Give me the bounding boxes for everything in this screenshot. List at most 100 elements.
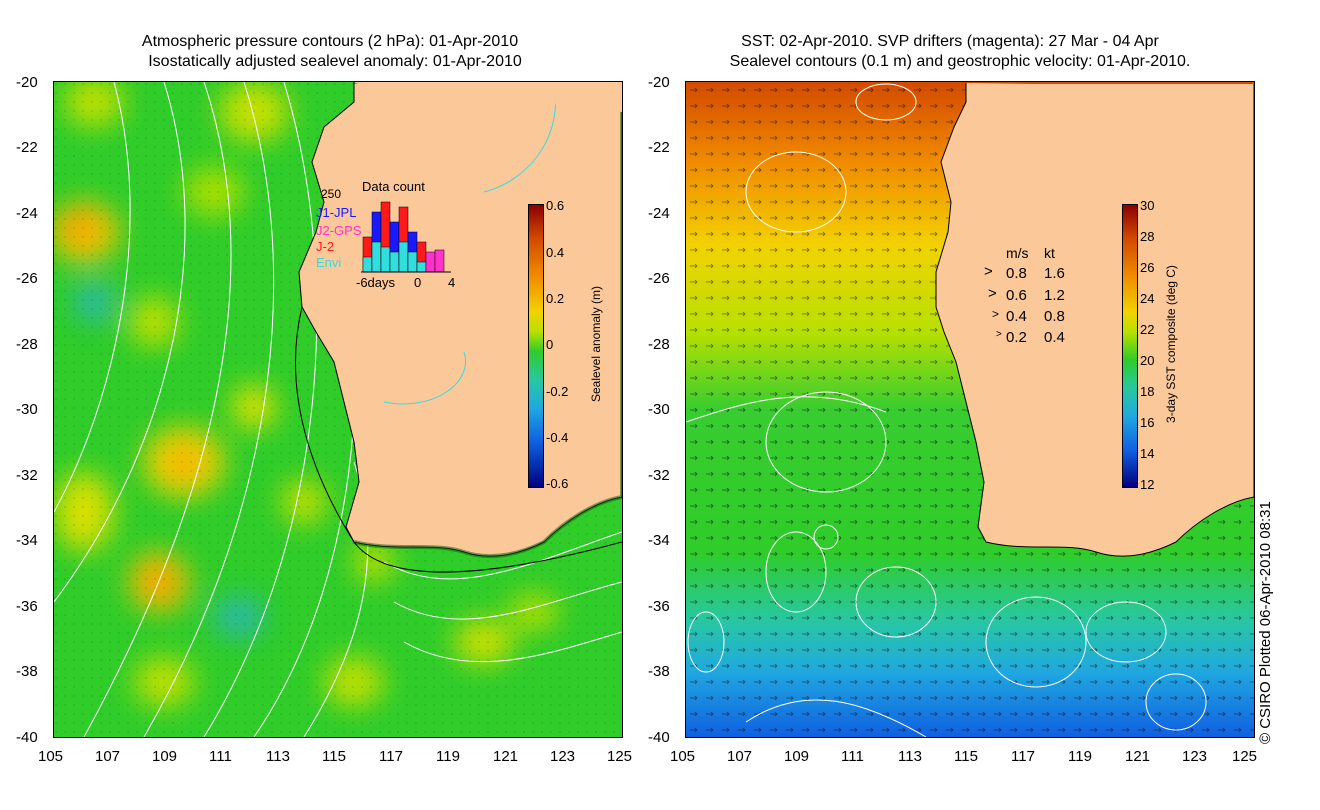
right-y-tick-10: -40 [648,729,670,746]
left-title-line1: Atmospheric pressure contours (2 hPa): 0… [141,33,519,50]
right-y-tick-6: -32 [648,467,670,484]
data-count-inset: Data count 250 J1-JPL J2-GPS J-2 Envi -6… [316,177,466,307]
left-x-tick-0: 105 [38,748,64,765]
inset-title: Data count [362,179,425,194]
right-x-tick-9: 123 [1182,748,1208,765]
left-y-tick-2: -24 [16,205,38,222]
velocity-arrow-3-icon: > [996,329,1002,340]
left-cb-tick-1: 0.4 [546,245,565,260]
velocity-ms-2: 0.4 [1006,308,1027,325]
left-cb-tick-6: -0.6 [546,476,569,491]
left-x-tick-7: 119 [436,748,460,765]
left-y-tick-10: -40 [16,729,38,746]
legend-j2: J-2 [316,239,335,254]
left-colorbar-label: Sealevel anomaly (m) [589,285,603,403]
legend-j1-jpl: J1-JPL [316,205,357,220]
australia-land-right [935,82,1254,557]
left-y-tick-3: -26 [16,270,38,287]
velocity-legend-ms-header: m/s [1006,245,1029,261]
left-title-line2: Isostatically adjusted sealevel anomaly:… [148,53,522,70]
right-y-tick-8: -36 [648,598,670,615]
right-x-tick-3: 111 [841,748,864,765]
left-cb-tick-3: 0 [546,337,554,352]
velocity-ms-0: 0.8 [1006,265,1027,282]
right-y-tick-4: -28 [648,336,670,353]
right-y-tick-5: -30 [648,401,670,418]
left-x-tick-5: 115 [322,748,346,765]
left-x-tick-8: 121 [493,748,519,765]
right-x-tick-7: 119 [1068,748,1092,765]
left-cb-tick-5: -0.4 [546,430,569,445]
velocity-legend-kt-header: kt [1044,245,1055,261]
right-x-tick-0: 105 [670,748,696,765]
velocity-ms-3: 0.2 [1006,329,1027,346]
inset-max-label: 250 [321,187,342,201]
right-map-graphic [686,82,1254,737]
left-x-tick-4: 113 [266,748,290,765]
right-title-line1: SST: 02-Apr-2010. SVP drifters (magenta)… [741,33,1159,50]
velocity-kt-1: 1.2 [1044,287,1065,304]
left-y-tick-7: -34 [16,532,38,549]
legend-envi: Envi [316,255,342,270]
right-cb-tick-1: 28 [1140,229,1155,244]
left-cb-tick-2: 0.2 [546,291,565,306]
right-x-tick-8: 121 [1125,748,1151,765]
left-sealevel-map[interactable]: Data count 250 J1-JPL J2-GPS J-2 Envi -6… [54,82,622,737]
right-x-tick-6: 117 [1011,748,1035,765]
inset-x-label-start: -6days [356,275,396,290]
left-y-tick-0: -20 [16,74,38,91]
inset-x-label-zero: 0 [414,275,422,290]
left-y-tick-1: -22 [16,139,38,156]
right-y-tick-0: -20 [648,74,670,91]
right-cb-tick-6: 18 [1140,384,1155,399]
right-x-tick-10: 125 [1232,748,1258,765]
right-x-tick-4: 113 [898,748,922,765]
legend-j2-gps: J2-GPS [316,223,362,238]
velocity-arrow-1-icon: > [988,285,997,302]
left-map-graphic [54,82,622,737]
inset-x-label-end: 4 [448,275,456,290]
sealevel-contours [686,83,1207,737]
left-cb-tick-0: 0.6 [546,198,565,213]
right-x-tick-5: 115 [954,748,978,765]
left-x-tick-1: 107 [95,748,121,765]
left-cb-tick-4: -0.2 [546,384,569,399]
velocity-kt-3: 0.4 [1044,329,1065,346]
left-y-tick-8: -36 [16,598,38,615]
right-y-tick-3: -26 [648,270,670,287]
left-y-tick-6: -32 [16,467,38,484]
right-title-line2: Sealevel contours (0.1 m) and geostrophi… [729,53,1191,70]
right-colorbar-label: 3-day SST composite (deg C) [1164,265,1178,423]
velocity-kt-0: 1.6 [1044,265,1065,282]
right-cb-tick-4: 22 [1140,322,1155,337]
right-y-tick-7: -34 [648,532,670,549]
left-x-tick-3: 111 [209,748,232,765]
velocity-arrow-0-icon: > [984,263,993,280]
left-x-tick-2: 109 [152,748,178,765]
right-cb-tick-7: 16 [1140,415,1155,430]
left-x-tick-9: 123 [550,748,576,765]
right-x-tick-2: 109 [784,748,810,765]
right-cb-tick-5: 20 [1140,353,1155,368]
inset-bars [361,201,451,273]
right-cb-tick-9: 12 [1140,477,1155,492]
right-colorbar [1122,204,1138,488]
right-y-tick-2: -24 [648,205,670,222]
right-sst-map[interactable]: m/s kt > 0.8 1.6 > 0.6 1.2 > 0.4 0.8 > 0… [686,82,1254,737]
right-x-tick-1: 107 [727,748,753,765]
right-y-tick-1: -22 [648,139,670,156]
left-y-tick-5: -30 [16,401,38,418]
left-y-tick-4: -28 [16,336,38,353]
right-cb-tick-0: 30 [1140,198,1155,213]
right-cb-tick-8: 14 [1140,446,1155,461]
velocity-arrow-2-icon: > [992,307,1000,321]
right-cb-tick-3: 24 [1140,291,1155,306]
right-cb-tick-2: 26 [1140,260,1155,275]
velocity-kt-2: 0.8 [1044,308,1065,325]
csiro-credit: © CSIRO Plotted 06-Apr-2010 08:31 [1257,501,1274,744]
right-y-tick-9: -38 [648,663,670,680]
left-x-tick-10: 125 [607,748,633,765]
left-colorbar [528,204,544,488]
velocity-legend: m/s kt > 0.8 1.6 > 0.6 1.2 > 0.4 0.8 > 0… [976,245,1096,355]
left-x-tick-6: 117 [379,748,403,765]
